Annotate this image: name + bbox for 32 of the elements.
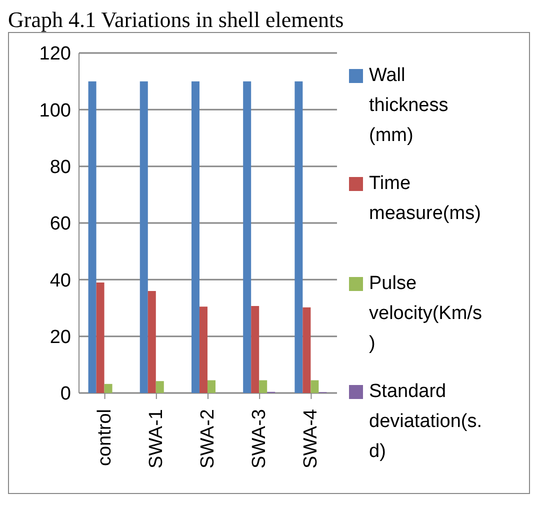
y-tick-label: 60: [50, 214, 71, 235]
bar: [96, 282, 104, 393]
y-tick-label: 0: [60, 384, 71, 405]
chart-title: Graph 4.1 Variations in shell elements: [8, 7, 345, 32]
bar: [294, 81, 303, 393]
bar: [199, 306, 208, 393]
legend-label: Wall thickness (mm): [369, 64, 450, 148]
bar: [156, 381, 164, 393]
bar: [88, 81, 96, 393]
y-tick-label: 100: [39, 100, 71, 122]
bar: [148, 291, 156, 393]
legend-label: Standard deviatation(s.d): [369, 380, 484, 464]
y-tick-label: 20: [50, 327, 71, 348]
bar: [310, 380, 319, 393]
x-tick-label: SWA-1: [146, 409, 167, 468]
bar: [104, 384, 112, 393]
bar: [302, 307, 311, 393]
y-tick-label: 120: [39, 44, 71, 65]
bar: [207, 380, 216, 393]
legend-label: Time measure(ms): [369, 172, 482, 226]
bar: [140, 81, 148, 393]
legend-label: Pulse velocity(Km/s): [369, 272, 483, 356]
bar: [251, 306, 260, 393]
bar: [191, 81, 200, 393]
x-tick-label: SWA-3: [249, 409, 270, 468]
x-tick-label: control: [94, 409, 116, 466]
bar: [259, 380, 268, 393]
bar: [243, 81, 252, 393]
y-tick-label: 40: [50, 270, 71, 292]
y-tick-label: 80: [50, 157, 71, 178]
x-tick-label: SWA-2: [198, 409, 218, 468]
x-tick-label: SWA-4: [300, 408, 322, 468]
